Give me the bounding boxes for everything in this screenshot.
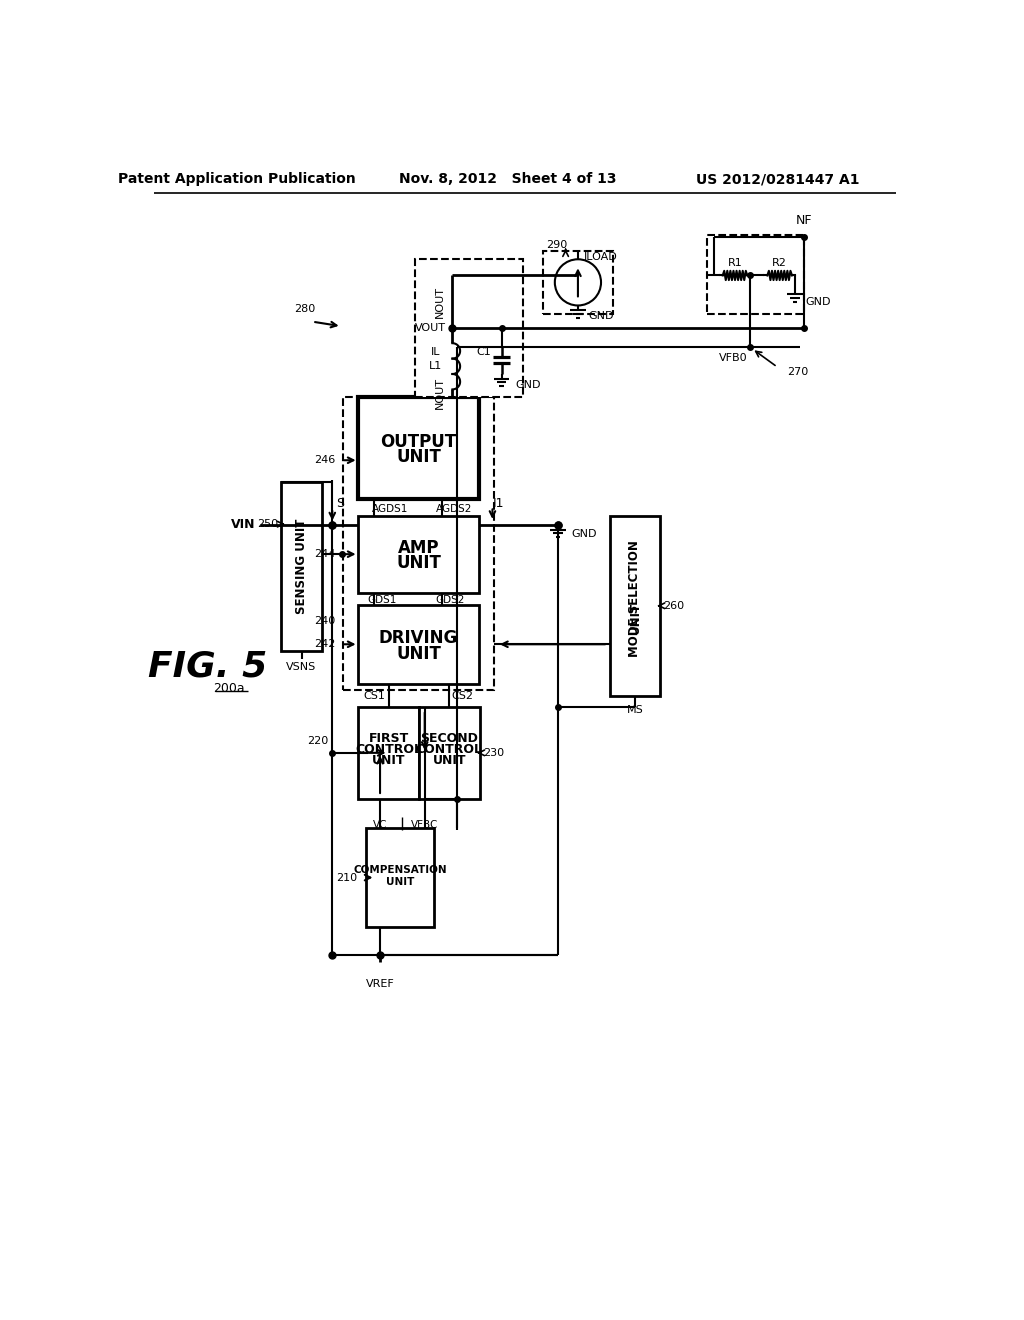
Text: FIG. 5: FIG. 5 <box>147 649 267 684</box>
Text: C1: C1 <box>476 347 490 358</box>
Text: UNIT: UNIT <box>396 554 441 573</box>
Text: 230: 230 <box>483 748 505 758</box>
Text: Patent Application Publication: Patent Application Publication <box>118 172 355 186</box>
Text: R2: R2 <box>772 259 787 268</box>
FancyBboxPatch shape <box>419 706 480 799</box>
Text: US 2012/0281447 A1: US 2012/0281447 A1 <box>695 172 859 186</box>
Text: DRIVING: DRIVING <box>379 630 458 647</box>
Text: UNIT: UNIT <box>396 644 441 663</box>
Text: OUTPUT: OUTPUT <box>381 433 457 450</box>
Text: GDS1: GDS1 <box>368 594 397 605</box>
FancyBboxPatch shape <box>609 516 660 696</box>
Text: R1: R1 <box>728 259 742 268</box>
Text: GND: GND <box>589 312 614 321</box>
FancyBboxPatch shape <box>358 397 478 499</box>
Text: AGDS1: AGDS1 <box>373 504 409 513</box>
Text: GND: GND <box>515 380 541 389</box>
FancyBboxPatch shape <box>358 706 419 799</box>
Text: S: S <box>336 496 344 510</box>
Text: SECOND: SECOND <box>421 733 478 746</box>
Text: COMPENSATION: COMPENSATION <box>353 865 446 875</box>
Text: I1: I1 <box>493 496 505 510</box>
Text: CS2: CS2 <box>451 690 473 701</box>
Text: GND: GND <box>571 529 597 539</box>
Text: UNIT: UNIT <box>629 602 641 634</box>
Text: AMP: AMP <box>397 539 439 557</box>
FancyBboxPatch shape <box>707 235 804 314</box>
Text: VFB0: VFB0 <box>719 352 748 363</box>
Text: VC: VC <box>373 820 387 830</box>
Text: 200a: 200a <box>213 681 245 694</box>
FancyBboxPatch shape <box>416 259 523 397</box>
Text: 240: 240 <box>314 616 336 626</box>
Text: SENSING UNIT: SENSING UNIT <box>295 519 308 614</box>
Text: NOUT: NOUT <box>435 378 444 409</box>
Text: IL: IL <box>431 347 440 358</box>
Text: MS: MS <box>627 705 643 714</box>
Text: 220: 220 <box>307 737 329 746</box>
FancyBboxPatch shape <box>544 251 612 314</box>
Text: CS1: CS1 <box>364 690 385 701</box>
Text: 280: 280 <box>294 304 315 314</box>
Text: AGDS2: AGDS2 <box>435 504 472 513</box>
Text: VFBC: VFBC <box>411 820 438 830</box>
Text: NF: NF <box>796 214 813 227</box>
FancyBboxPatch shape <box>367 829 434 927</box>
Text: 246: 246 <box>314 455 336 465</box>
Text: L1: L1 <box>428 362 441 371</box>
Text: CONTROL: CONTROL <box>416 743 483 756</box>
FancyBboxPatch shape <box>282 482 322 651</box>
Text: 290: 290 <box>546 240 567 249</box>
FancyBboxPatch shape <box>358 605 478 684</box>
Text: 210: 210 <box>336 873 357 883</box>
Text: MODE SELECTION: MODE SELECTION <box>629 540 641 656</box>
Text: VREF: VREF <box>366 979 394 989</box>
Text: Nov. 8, 2012   Sheet 4 of 13: Nov. 8, 2012 Sheet 4 of 13 <box>399 172 616 186</box>
Text: UNIT: UNIT <box>396 449 441 466</box>
Text: FIRST: FIRST <box>369 733 409 746</box>
FancyBboxPatch shape <box>343 397 494 689</box>
Text: 270: 270 <box>787 367 809 376</box>
Text: ILOAD: ILOAD <box>584 252 617 261</box>
Text: 250: 250 <box>257 519 279 529</box>
Text: GDS2: GDS2 <box>435 594 465 605</box>
FancyBboxPatch shape <box>358 516 478 593</box>
Text: VSNS: VSNS <box>287 661 316 672</box>
Text: UNIT: UNIT <box>432 754 466 767</box>
Text: 244: 244 <box>314 549 336 560</box>
Text: GND: GND <box>806 297 831 306</box>
Text: UNIT: UNIT <box>386 878 415 887</box>
Text: CONTROL: CONTROL <box>355 743 422 756</box>
Text: NOUT: NOUT <box>435 285 444 318</box>
Text: 242: 242 <box>314 639 336 649</box>
Text: UNIT: UNIT <box>372 754 406 767</box>
Text: VOUT: VOUT <box>416 323 446 333</box>
Text: 260: 260 <box>664 601 684 611</box>
Text: VIN: VIN <box>230 519 255 532</box>
